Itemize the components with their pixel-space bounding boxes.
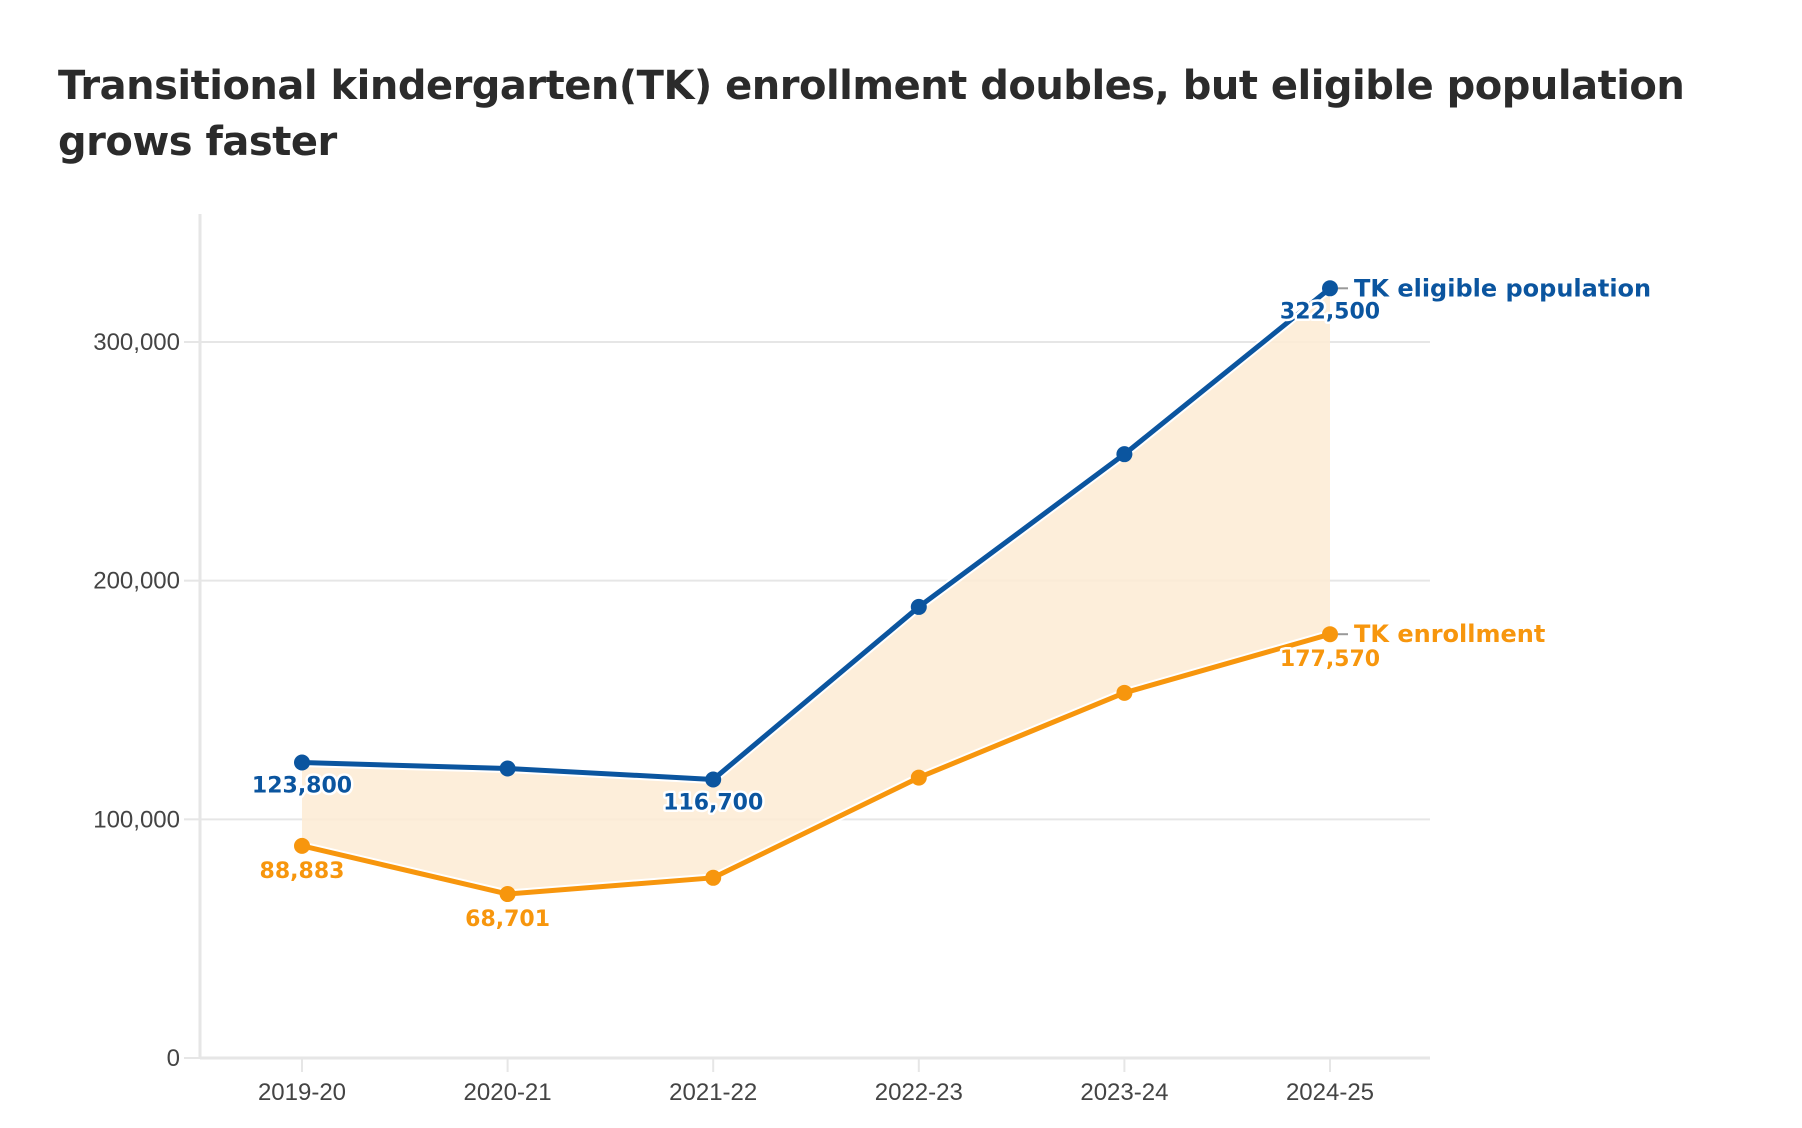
data-label: 177,570 bbox=[1280, 647, 1380, 672]
y-tick-label: 300,000 bbox=[93, 329, 180, 356]
x-tick-label: 2020-21 bbox=[464, 1079, 552, 1106]
data-point[interactable] bbox=[910, 769, 927, 786]
data-point[interactable] bbox=[705, 771, 722, 788]
gap-area bbox=[302, 288, 1330, 895]
data-point[interactable] bbox=[294, 754, 310, 771]
series-line bbox=[301, 286, 1332, 782]
data-point[interactable] bbox=[910, 598, 927, 615]
shaded-gap-area bbox=[302, 288, 1330, 895]
legend-label: TK eligible population bbox=[1354, 274, 1651, 302]
x-tick-label: 2024-25 bbox=[1286, 1079, 1374, 1106]
data-label: 322,500 bbox=[1280, 299, 1380, 324]
data-point[interactable] bbox=[1116, 446, 1133, 463]
data-labels: 123,800 116,700 322,500 88,883 68,701 177,570 bbox=[249, 297, 1382, 935]
y-tick-label: 200,000 bbox=[93, 568, 180, 595]
data-label: 88,883 bbox=[260, 859, 345, 884]
data-points bbox=[294, 280, 1338, 903]
data-point[interactable] bbox=[499, 760, 516, 777]
data-label: 68,701 bbox=[465, 907, 550, 932]
y-tick-label: 100,000 bbox=[93, 806, 180, 833]
legend: TK eligible population TK enrollment bbox=[1338, 274, 1651, 648]
series-line bbox=[301, 631, 1331, 897]
y-tick-label: 0 bbox=[167, 1045, 180, 1072]
data-point[interactable] bbox=[1116, 684, 1133, 701]
legend-label: TK enrollment bbox=[1354, 620, 1545, 648]
data-point[interactable] bbox=[705, 869, 722, 886]
x-tick-label: 2023-24 bbox=[1080, 1079, 1168, 1106]
data-label: 123,800 bbox=[252, 774, 352, 799]
data-point[interactable] bbox=[294, 837, 310, 854]
data-point[interactable] bbox=[499, 886, 516, 903]
data-point[interactable] bbox=[1322, 626, 1338, 643]
axes: 0 100,000 200,000 300,000 2019-20 2020-21 2021… bbox=[93, 214, 1430, 1106]
x-tick-label: 2021-22 bbox=[669, 1079, 757, 1106]
x-tick-label: 2022-23 bbox=[875, 1079, 963, 1106]
data-point[interactable] bbox=[1322, 280, 1338, 297]
data-label: 116,700 bbox=[663, 790, 763, 815]
series-lines bbox=[300, 284, 1333, 899]
chart-title: Transitional kindergarten(TK) enrollment… bbox=[58, 63, 1685, 165]
x-tick-label: 2019-20 bbox=[258, 1079, 346, 1106]
